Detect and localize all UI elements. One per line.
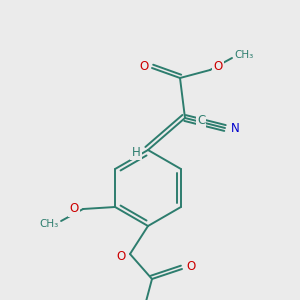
- Text: CH₃: CH₃: [40, 219, 59, 229]
- Text: O: O: [116, 250, 126, 263]
- Text: C: C: [197, 113, 205, 127]
- Text: O: O: [70, 202, 79, 215]
- Text: H: H: [132, 146, 140, 158]
- Text: N: N: [231, 122, 239, 136]
- Text: O: O: [140, 59, 148, 73]
- Text: O: O: [186, 260, 196, 272]
- Text: O: O: [213, 61, 223, 74]
- Text: CH₃: CH₃: [234, 50, 254, 60]
